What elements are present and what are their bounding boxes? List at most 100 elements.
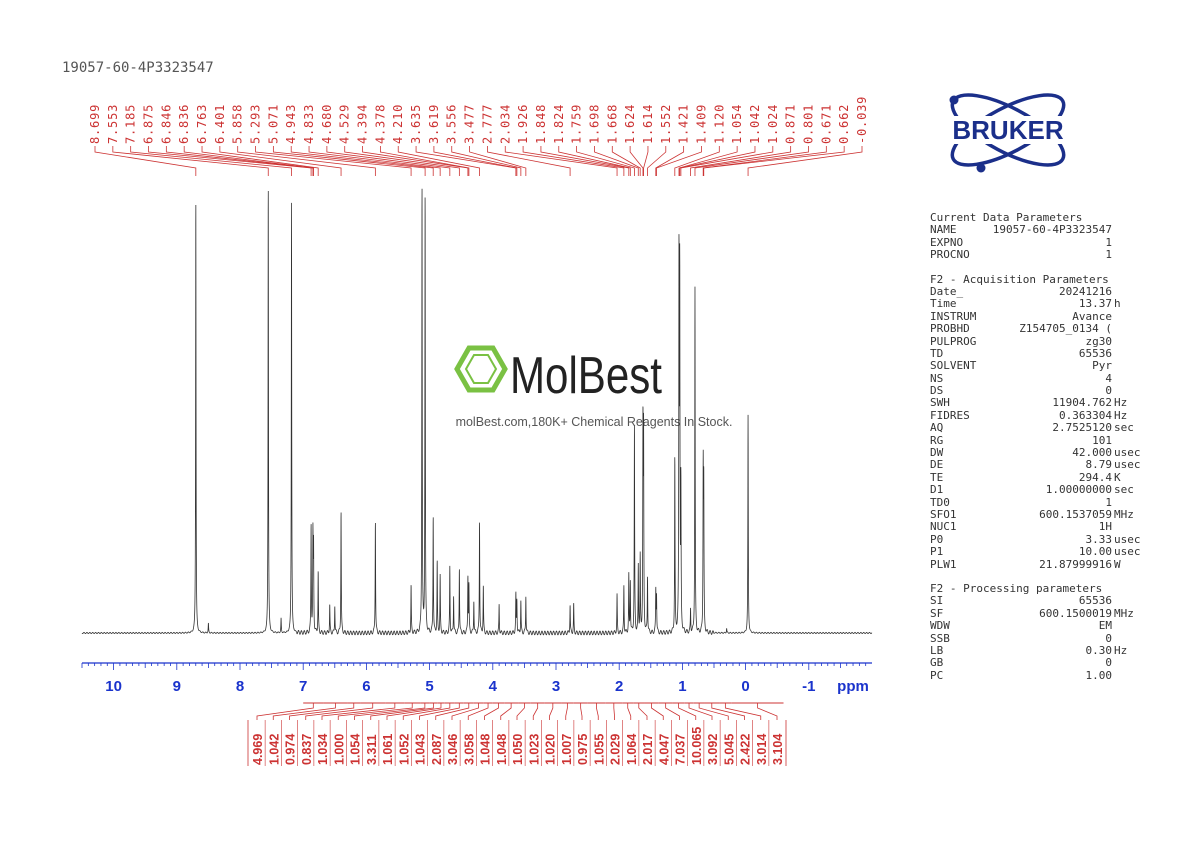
- peak-label-connector: [679, 146, 756, 176]
- integral-value: 3.058: [462, 734, 476, 765]
- param-value: 294.4: [1078, 470, 1112, 484]
- x-tick-label: 0: [741, 678, 749, 695]
- peak-label: 1.759: [570, 104, 584, 144]
- param-value: Pyr: [1092, 359, 1112, 373]
- peak-label-connector: [629, 146, 644, 176]
- integral-value: 1.050: [511, 734, 525, 765]
- peak-label: 0.662: [837, 104, 851, 144]
- param-row: P0 3.33 usec: [930, 532, 1150, 546]
- peak-label-connector: [255, 146, 412, 176]
- integral-value: 2.029: [609, 734, 623, 765]
- param-value: 2.7525120: [1052, 421, 1112, 435]
- peak-label: 3.477: [463, 104, 477, 144]
- peak-label-connector: [680, 146, 774, 176]
- peak-label-connector: [237, 146, 376, 176]
- peak-label-connector: [379, 146, 470, 176]
- peak-label-connector: [694, 146, 809, 176]
- x-tick-label: 7: [299, 678, 307, 695]
- param-value: 600.1537059: [1039, 507, 1112, 521]
- param-key: SFO1: [930, 507, 957, 521]
- molbest-logo-text: MolBest: [510, 347, 662, 405]
- param-value: 0: [1105, 384, 1112, 398]
- param-unit: sec: [1114, 483, 1134, 497]
- peak-label-connector: [647, 146, 667, 176]
- param-row: PROBHD Z154705_0134 (: [930, 322, 1150, 336]
- integral-connector: [386, 703, 442, 720]
- peak-label: 2.034: [498, 104, 512, 144]
- param-unit: usec: [1114, 532, 1141, 546]
- peak-label: 4.378: [373, 104, 387, 144]
- integral-connector: [757, 703, 778, 720]
- integral-connector: [272, 703, 336, 720]
- peak-label: 6.846: [159, 104, 173, 144]
- integral-connector: [651, 703, 664, 720]
- param-row: Date_ 20241216: [930, 284, 1150, 298]
- param-key: Time: [930, 297, 957, 311]
- integral-connector: [638, 703, 648, 720]
- peak-label: 0.671: [819, 104, 833, 144]
- peak-label: 6.875: [142, 104, 156, 144]
- param-key: SF: [930, 606, 944, 620]
- peak-label-connector: [576, 146, 635, 176]
- integral-connector: [500, 703, 512, 720]
- peak-label: 6.763: [195, 104, 209, 144]
- peak-label-connector: [219, 146, 342, 176]
- peak-label: 4.394: [356, 104, 370, 144]
- integral-value: 0.837: [300, 734, 314, 765]
- param-key: DE: [930, 458, 944, 472]
- peak-label-connector: [451, 146, 522, 176]
- integral-value: 1.042: [267, 734, 281, 765]
- param-row: NS 4: [930, 371, 1150, 385]
- integral-connector: [565, 703, 568, 720]
- integral-connector: [256, 703, 314, 720]
- peak-label: 2.777: [480, 104, 494, 144]
- param-value: 65536: [1078, 346, 1112, 360]
- param-unit: sec: [1114, 421, 1134, 435]
- integral-value: 2.017: [641, 734, 655, 765]
- integral-connector: [688, 703, 713, 720]
- param-row: SWH 11904.762 Hz: [930, 397, 1150, 410]
- peak-label-connector: [522, 146, 625, 176]
- integral-connector: [321, 703, 396, 720]
- integral-value: 3.092: [706, 734, 720, 765]
- integral-connector: [516, 703, 525, 720]
- integral-connector: [665, 703, 680, 720]
- peak-label-connector: [272, 146, 426, 176]
- param-key: Date_: [930, 284, 964, 298]
- param-key: PLW1: [930, 557, 957, 571]
- param-key: DS: [930, 384, 944, 398]
- peak-label-connector: [94, 146, 197, 176]
- spectrum-trace: [81, 188, 873, 636]
- param-value: 0: [1105, 631, 1112, 645]
- peak-label-connector: [747, 146, 863, 176]
- param-row: AQ 2.7525120 sec: [930, 421, 1150, 435]
- integral-connector: [402, 703, 451, 720]
- param-key: NS: [930, 371, 944, 385]
- peak-label: 8.699: [88, 104, 102, 144]
- param-row: SSB 0: [930, 631, 1150, 645]
- peak-label: 1.409: [694, 104, 708, 144]
- peak-label-connector: [201, 146, 319, 176]
- integral-connector: [698, 703, 729, 720]
- peak-label-connector: [130, 146, 292, 176]
- param-unit: K: [1114, 470, 1121, 484]
- param-unit: Hz: [1114, 408, 1128, 422]
- x-tick-label: 6: [362, 678, 370, 695]
- param-value: 1: [1105, 495, 1112, 509]
- peak-label: 5.293: [249, 104, 263, 144]
- param-unit: Hz: [1114, 643, 1128, 657]
- integral-value: 1.007: [560, 734, 574, 765]
- param-value: 8.79: [1085, 458, 1113, 472]
- peak-label-connector: [702, 146, 827, 176]
- integral-connector: [419, 703, 460, 720]
- param-value: 13.37: [1078, 297, 1112, 311]
- param-key: PROBHD: [930, 322, 970, 336]
- param-row: SOLVENT Pyr: [930, 359, 1150, 373]
- peak-label: 3.556: [445, 104, 459, 144]
- peak-label: 7.553: [106, 104, 120, 144]
- integral-connector: [724, 703, 762, 720]
- integral-value: 3.104: [771, 734, 785, 765]
- peak-label: 6.401: [213, 104, 227, 144]
- integral-connector: [627, 703, 632, 720]
